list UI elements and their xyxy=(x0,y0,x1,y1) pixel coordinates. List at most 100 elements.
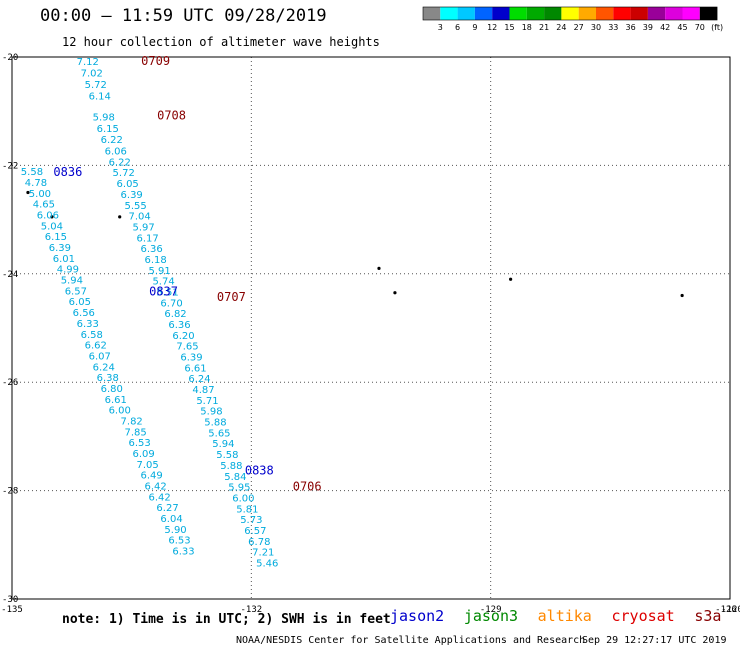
colorbar-tick: 15 xyxy=(504,23,514,32)
wave-height-value: 6.57 xyxy=(65,286,87,297)
chart-title: 00:00 – 11:59 UTC 09/28/2019 xyxy=(40,6,327,26)
chart-axes: -135 -132 -129 -126-120 -20 -22 -24 -26 -28 -30 xyxy=(1,53,740,615)
wave-height-value: 6.00 xyxy=(109,406,131,417)
pass-time-label: 0707 xyxy=(217,290,246,304)
colorbar-tick: 33 xyxy=(608,23,618,32)
pass-time-label: 0708 xyxy=(157,108,186,122)
wave-height-value: 6.33 xyxy=(172,547,194,558)
wave-height-value: 6.82 xyxy=(164,309,186,320)
wave-height-value: 5.65 xyxy=(208,428,230,439)
island-marker xyxy=(680,293,684,298)
colorbar-tick: 9 xyxy=(472,23,477,32)
wave-height-value: 5.55 xyxy=(125,201,147,212)
colorbar-tick: 39 xyxy=(643,23,653,32)
wave-height-value: 4.78 xyxy=(25,178,47,189)
wave-height-value: 6.15 xyxy=(45,232,67,243)
wave-height-value: 6.05 xyxy=(117,179,139,190)
colorbar-tick: 18 xyxy=(522,23,532,32)
x-tick-label: -135 xyxy=(1,605,23,615)
y-tick-label: -22 xyxy=(2,161,18,171)
pass-time-label: 0837 xyxy=(149,284,178,298)
wave-height-value: 6.42 xyxy=(148,492,170,503)
wave-height-value: 6.01 xyxy=(53,254,75,265)
x-tick-label: -132 xyxy=(240,605,262,615)
wave-height-value: 6.14 xyxy=(89,91,111,102)
wave-height-value: 6.33 xyxy=(77,319,99,330)
colorbar: 3 6 9 12 15 18 21 24 27 30 33 36 39 42 45 70 (ft) xyxy=(422,6,723,32)
wave-height-value: 6.70 xyxy=(160,298,182,309)
pass-time-labels: 0709070808360837070708380706015510420156… xyxy=(53,54,322,494)
wave-height-value: 6.22 xyxy=(109,157,131,168)
wave-height-value: 5.97 xyxy=(133,222,155,233)
wave-height-value: 6.57 xyxy=(244,526,266,537)
pass-time-label: 0706 xyxy=(293,480,322,494)
island-marker xyxy=(393,291,397,295)
wave-height-value: 4.99 xyxy=(57,265,79,276)
islands xyxy=(26,190,684,298)
wave-height-value: 7.02 xyxy=(81,69,103,80)
wave-height-value: 6.80 xyxy=(101,384,123,395)
island-marker xyxy=(377,266,381,270)
wave-height-value: 6.07 xyxy=(89,351,111,362)
wave-height-value: 5.98 xyxy=(93,112,115,123)
pass-time-label: 0838 xyxy=(245,463,274,477)
wave-height-value: 6.56 xyxy=(73,308,95,319)
island-marker xyxy=(509,277,513,281)
colorbar-swatch xyxy=(544,7,562,20)
wave-height-value: 6.22 xyxy=(101,135,123,146)
colorbar-swatch xyxy=(492,7,510,20)
wave-height-value: 7.04 xyxy=(129,212,151,223)
colorbar-tick: 70 xyxy=(695,23,705,32)
colorbar-tick: 6 xyxy=(455,23,460,32)
wave-height-value: 5.91 xyxy=(148,266,170,277)
colorbar-swatch xyxy=(578,7,596,20)
wave-height-value: 5.95 xyxy=(228,483,250,494)
wave-height-value: 5.04 xyxy=(41,221,63,232)
legend-jason3: jason3 xyxy=(463,607,519,625)
wave-height-value: 6.61 xyxy=(184,363,206,374)
wave-height-value: 7.05 xyxy=(136,460,158,471)
wave-height-value: 5.94 xyxy=(61,276,83,287)
wave-height-value: 7.82 xyxy=(121,416,143,427)
pass-time-label: 0709 xyxy=(141,54,170,68)
colorbar-swatch xyxy=(423,7,441,20)
credit-line: NOAA/NESDIS Center for Satellite Applica… xyxy=(236,635,586,646)
wave-height-value: 6.61 xyxy=(105,395,127,406)
colorbar-tick: 12 xyxy=(487,23,497,32)
wave-height-value: 6.24 xyxy=(188,374,210,385)
wave-height-value: 6.53 xyxy=(129,438,151,449)
wave-height-value: 5.98 xyxy=(200,407,222,418)
colorbar-tick: 21 xyxy=(539,23,549,32)
legend: jason2 jason3 altika cryosat s3a xyxy=(390,608,721,624)
wave-height-value: 6.53 xyxy=(168,536,190,547)
colorbar-swatch xyxy=(665,7,683,20)
colorbar-swatch xyxy=(440,7,458,20)
wave-height-value: 7.65 xyxy=(176,342,198,353)
colorbar-tick: 45 xyxy=(677,23,687,32)
generated-timestamp: Sep 29 12:27:17 UTC 2019 xyxy=(582,635,727,646)
wave-height-value: 6.38 xyxy=(97,373,119,384)
y-tick-label: -30 xyxy=(2,595,18,605)
wave-height-value: 4.87 xyxy=(192,385,214,396)
island-marker xyxy=(26,190,30,195)
wave-height-value: 6.39 xyxy=(180,353,202,364)
wave-height-value: 6.36 xyxy=(140,244,162,255)
footer-note: note: 1) Time is in UTC; 2) SWH is in fe… xyxy=(62,612,391,627)
wave-height-value: 5.58 xyxy=(216,450,238,461)
wave-height-value: 6.49 xyxy=(140,471,162,482)
wave-height-value: 5.84 xyxy=(224,472,246,483)
wave-height-value: 5.72 xyxy=(85,80,107,91)
wave-height-value: 5.88 xyxy=(204,418,226,429)
y-tick-label: -28 xyxy=(2,487,18,497)
wave-height-value: 6.58 xyxy=(81,330,103,341)
y-tick-label: -26 xyxy=(2,378,18,388)
legend-s3a: s3a xyxy=(694,607,722,625)
wave-height-value: 5.81 xyxy=(236,504,258,515)
colorbar-swatch xyxy=(474,7,493,20)
wave-height-value: 6.06 xyxy=(37,211,59,222)
legend-cryosat: cryosat xyxy=(611,607,675,625)
wave-height-value: 5.90 xyxy=(164,525,186,536)
colorbar-unit: (ft) xyxy=(711,23,723,32)
wave-height-value: 6.06 xyxy=(105,147,127,158)
